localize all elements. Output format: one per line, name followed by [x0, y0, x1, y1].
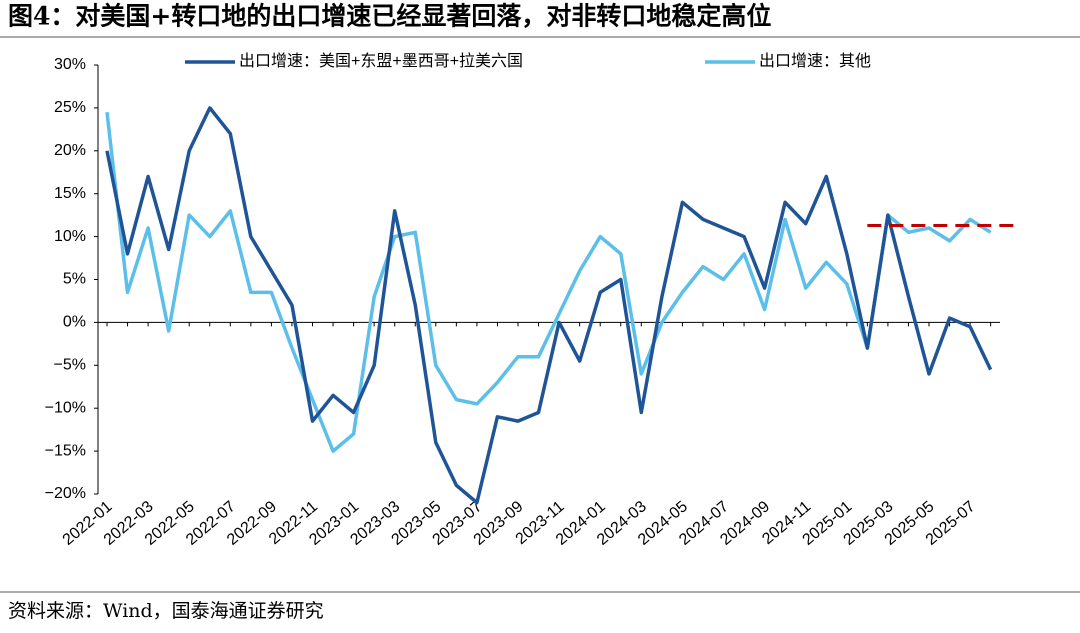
series-line	[105, 112, 992, 453]
series-line	[105, 106, 993, 505]
y-tick-label: −20%	[45, 485, 86, 502]
y-tick-label: 5%	[63, 271, 86, 288]
y-tick-label: 10%	[54, 228, 86, 245]
y-tick-label: 20%	[54, 142, 86, 159]
source-note: 资料来源：Wind，国泰海通证券研究	[8, 600, 324, 622]
y-tick-label: −10%	[45, 399, 86, 416]
legend-label: 出口增速：其他	[759, 52, 871, 70]
y-tick-label: −15%	[45, 442, 86, 459]
legend-label: 出口增速：美国+东盟+墨西哥+拉美六国	[239, 52, 523, 70]
chart-title: 图4：对美国+转口地的出口增速已经显著回落，对非转口地稳定高位	[8, 2, 771, 31]
y-tick-label: 25%	[54, 99, 86, 116]
y-tick-label: 30%	[54, 56, 86, 73]
y-tick-label: −5%	[54, 357, 86, 374]
y-tick-label: 15%	[54, 185, 86, 202]
y-tick-label: 0%	[63, 314, 86, 331]
